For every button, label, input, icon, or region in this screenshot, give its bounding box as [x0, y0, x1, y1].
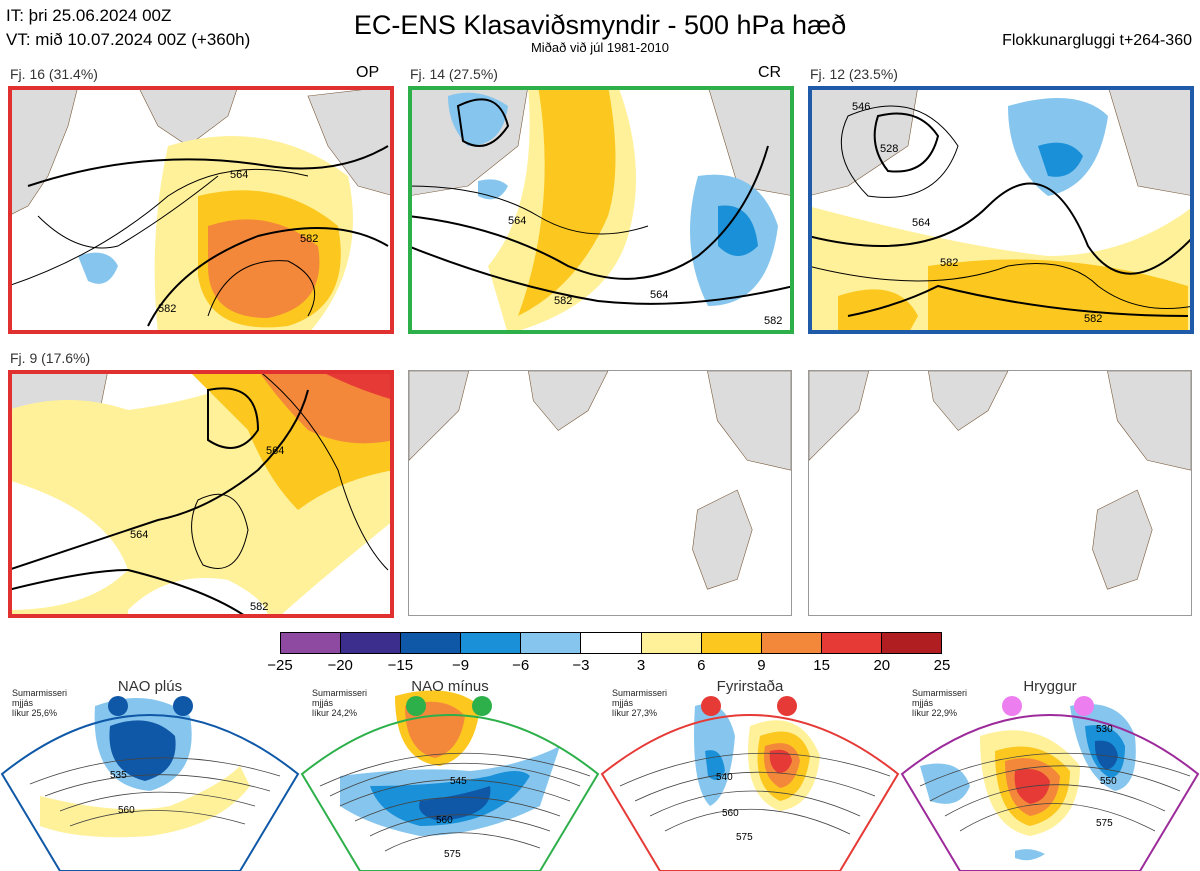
page-title: EC-ENS Klasaviðsmyndir - 500 hPa hæð: [353, 10, 847, 40]
cluster-4-map: 564 564 582: [8, 370, 394, 618]
regime-location: mjjás: [312, 698, 334, 708]
regime-season: Sumarmisseri: [612, 688, 668, 698]
cluster-3-map: 546 528 564 582 582: [808, 86, 1194, 334]
cluster-2-contour-564b: 564: [650, 289, 668, 301]
ridge-contour-575: 575: [1096, 818, 1113, 829]
colorbar-tick-label: 6: [697, 657, 706, 674]
cluster-1-contour-582: 582: [300, 233, 318, 245]
colorbar-segment: [461, 633, 522, 653]
nao-minus-contour-575: 575: [444, 849, 461, 860]
colorbar-segment: [641, 633, 702, 653]
cluster-2-contour-582: 582: [554, 295, 572, 307]
regime-dot-left: [1002, 696, 1022, 716]
regime-season: Sumarmisseri: [312, 688, 368, 698]
regime-likelihood: líkur 22,9%: [912, 708, 958, 718]
regime-dot-right: [777, 696, 797, 716]
colorbar-tick-label: 25: [933, 657, 951, 674]
classification-window: Flokkunargluggi t+264-360: [1002, 32, 1192, 49]
regime-info: Sumarmisseri mjjás líkur 25,6%: [12, 688, 67, 718]
cluster-3-contour-528: 528: [880, 143, 898, 155]
cluster-3-contour-582b: 582: [1084, 313, 1102, 325]
nao-plus-contour-560: 560: [118, 805, 135, 816]
cluster-1-map: 564 582 582: [8, 86, 394, 334]
valid-time: VT: mið 10.07.2024 00Z (+360h): [6, 30, 251, 49]
cluster-1-contour-564: 564: [230, 169, 248, 181]
empty-map-1: [408, 370, 792, 616]
regime-season: Sumarmisseri: [12, 688, 68, 698]
cluster-3-label: Fj. 12 (23.5%): [810, 66, 898, 82]
page-subtitle: Miðað við júl 1981-2010: [530, 40, 670, 55]
regime-likelihood: líkur 24,2%: [312, 708, 358, 718]
blocking-contour-540: 540: [716, 772, 733, 783]
regime-info: Sumarmisseri mjjás líkur 24,2%: [312, 688, 367, 718]
colorbar-segment: [881, 633, 942, 653]
empty-map-2: [808, 370, 1192, 616]
colorbar-segment: [281, 633, 342, 653]
regime-nao-plus: 535 560 NAO plús Sumarmisseri mjjás líku…: [0, 676, 300, 871]
issue-time: IT: þri 25.06.2024 00Z: [6, 6, 172, 25]
nao-minus-contour-545: 545: [450, 776, 467, 787]
regime-nao-minus: 545 560 575 NAO mínus Sumarmisseri mjjás…: [300, 676, 600, 871]
ridge-contour-550: 550: [1100, 776, 1117, 787]
blocking-contour-560: 560: [722, 808, 739, 819]
cluster-3-contour-582: 582: [940, 257, 958, 269]
colorbar-segment: [521, 633, 582, 653]
cluster-3-contour-564: 564: [912, 217, 930, 229]
regime-name: Hryggur: [1023, 678, 1077, 695]
regime-dot-left: [108, 696, 128, 716]
colorbar-segment: [701, 633, 762, 653]
cluster-1-contour-582b: 582: [158, 303, 176, 315]
regime-dot-left: [406, 696, 426, 716]
blocking-contour-575: 575: [736, 832, 753, 843]
regime-dot-right: [173, 696, 193, 716]
colorbar-segment: [401, 633, 462, 653]
regime-likelihood: líkur 27,3%: [612, 708, 658, 718]
regime-name: NAO plús: [117, 678, 183, 695]
regime-location: mjjás: [912, 698, 934, 708]
regime-dot-right: [1074, 696, 1094, 716]
colorbar-segment: [341, 633, 402, 653]
cluster-4-contour-582: 582: [250, 601, 268, 613]
colorbar-tick-label: −20: [327, 657, 353, 674]
regime-name: Fyrirstaða: [716, 678, 784, 695]
colorbar-tick-label: 15: [813, 657, 830, 674]
regime-name: NAO mínus: [411, 678, 489, 695]
regime-location: mjjás: [612, 698, 634, 708]
nao-plus-contour-535: 535: [110, 770, 127, 781]
colorbar-tick-label: −25: [267, 657, 293, 674]
colorbar-segment: [581, 633, 642, 653]
cluster-1-tag: OP: [356, 64, 380, 81]
cluster-4-contour-564b: 564: [130, 529, 148, 541]
colorbar-tick-label: 20: [873, 657, 891, 674]
regime-dot-right: [472, 696, 492, 716]
regime-likelihood: líkur 25,6%: [12, 708, 58, 718]
colorbar-tick-label: 9: [757, 657, 766, 674]
regime-ridge: 530 550 575 Hryggur Sumarmisseri mjjás l…: [900, 676, 1200, 871]
regime-blocking: 540 560 575 Fyrirstaða Sumarmisseri mjjá…: [600, 676, 900, 871]
cluster-4-contour-564: 564: [266, 445, 284, 457]
cluster-2-label: Fj. 14 (27.5%): [410, 66, 498, 82]
regime-dot-left: [701, 696, 721, 716]
cluster-4-label: Fj. 9 (17.6%): [10, 350, 91, 366]
colorbar-tick-label: −9: [451, 657, 470, 674]
regime-location: mjjás: [12, 698, 34, 708]
regime-info: Sumarmisseri mjjás líkur 22,9%: [912, 688, 967, 718]
regime-season: Sumarmisseri: [912, 688, 968, 698]
cluster-2-contour-582b: 582: [764, 315, 782, 327]
colorbar-segment: [761, 633, 822, 653]
colorbar-tick-label: 3: [636, 657, 646, 674]
cluster-2-tag: CR: [758, 64, 782, 81]
colorbar-tick-label: −3: [572, 657, 590, 674]
cluster-1-label: Fj. 16 (31.4%): [10, 66, 98, 82]
cluster-2-contour-564: 564: [508, 215, 526, 227]
anomaly-colorbar: [280, 632, 942, 654]
nao-minus-contour-560: 560: [436, 815, 453, 826]
colorbar-tick-label: −6: [512, 657, 530, 674]
colorbar-segment: [821, 633, 882, 653]
ridge-contour-530: 530: [1096, 724, 1113, 735]
cluster-3-contour-546: 546: [852, 101, 870, 113]
regime-info: Sumarmisseri mjjás líkur 27,3%: [612, 688, 667, 718]
cluster-2-map: 564 564 582 582: [408, 86, 794, 334]
colorbar-tick-label: −15: [387, 657, 414, 674]
